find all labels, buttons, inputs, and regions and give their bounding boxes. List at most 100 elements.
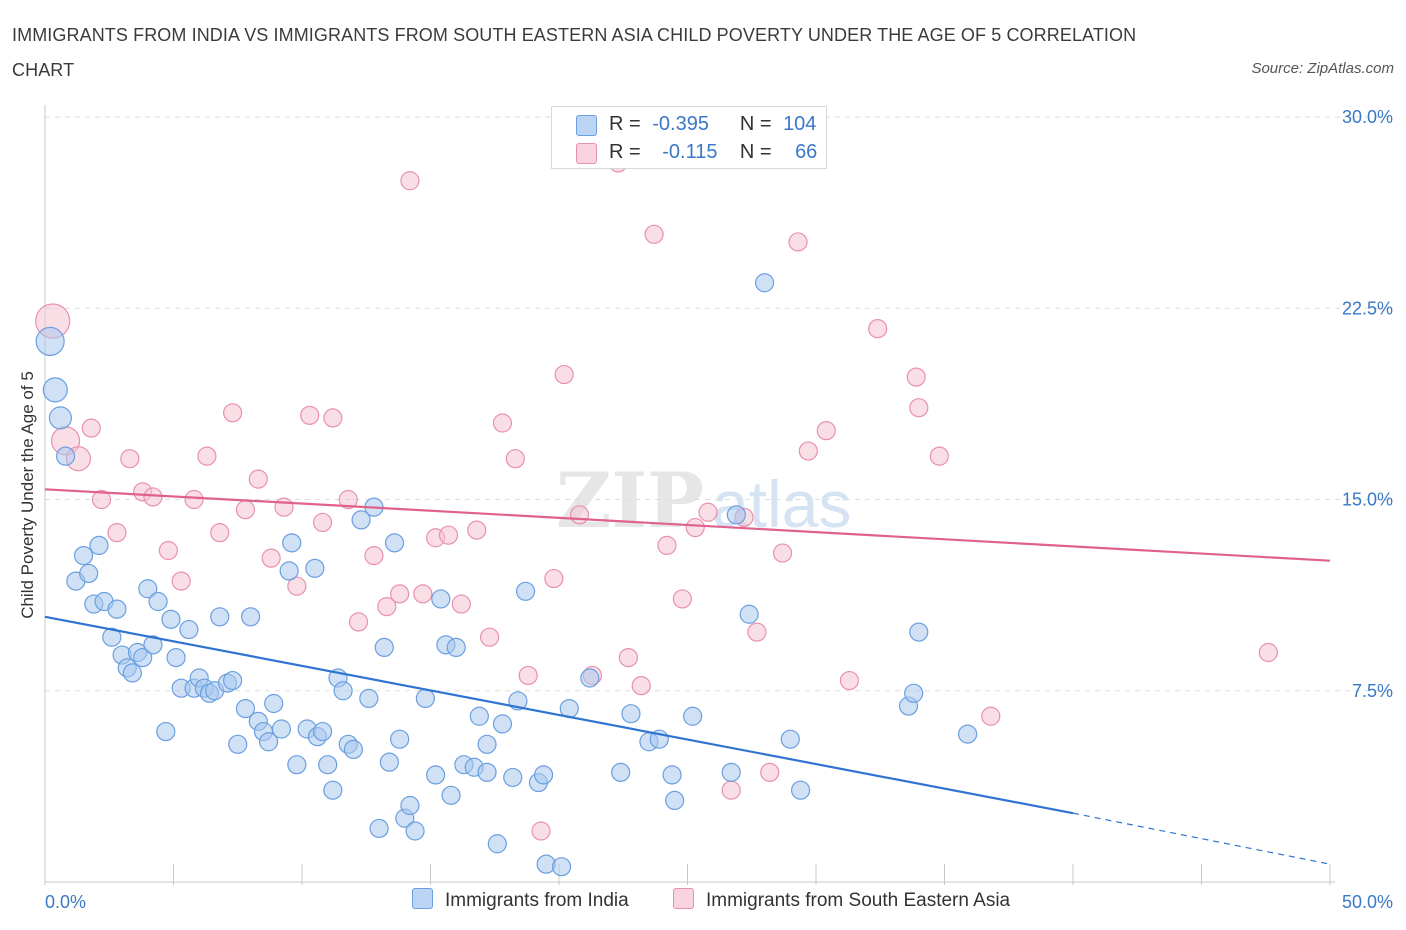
india-point [515,581,536,601]
legend-india-label: Immigrants from India [445,890,629,911]
x-tick-label-max: 50.0% [1342,892,1393,912]
india-point [55,446,76,466]
india-point [384,533,405,553]
sea-point [400,171,420,191]
india-point [904,683,924,703]
sea-point [492,413,513,433]
sea-point [184,489,204,510]
india-point [958,724,978,744]
sea-point [480,627,500,647]
india-point [179,619,199,640]
sea-point [929,446,949,466]
sea-point [312,512,333,533]
india-point [89,535,109,556]
sea-point [171,571,191,591]
india-point [369,818,389,839]
india-point [621,704,641,724]
sea-point [438,525,459,545]
y-tick-label: 7.5% [1352,681,1393,701]
india-point [143,635,163,655]
y-tick-label: 22.5% [1342,298,1393,318]
india-point [351,510,371,530]
india-point [754,273,775,293]
sea-point [531,821,551,841]
india-trend-extension [1072,812,1331,865]
sea-point [364,545,384,566]
india-point [42,377,68,403]
india-point [318,755,338,775]
sea-point [91,489,112,510]
sea-point [1258,642,1278,663]
india-point [909,622,929,642]
legend-sea-label: Immigrants from South Eastern Asia [706,890,1011,911]
sea-point [348,612,369,632]
india-point [287,755,307,775]
sea-swatch [576,143,597,164]
watermark-zip: ZIP [556,456,704,545]
sea-point [657,535,677,556]
india-point [446,637,466,658]
india-point [79,563,99,584]
india-point [241,607,261,627]
india-point [739,604,759,624]
india-point [477,762,497,782]
sea-point [868,319,888,339]
india-r-value: -0.395 [652,113,709,135]
sea-point [618,647,638,668]
sea-n-value: 66 [795,141,818,163]
sea-point [338,489,358,510]
sea-r-value: -0.115 [662,141,718,163]
y-tick-label: 30.0% [1342,107,1393,127]
india-point [148,591,168,612]
india-point [492,714,513,734]
sea-point [210,523,230,543]
india-point [107,599,127,619]
india-trend-line [44,615,1074,815]
india-point [235,698,256,719]
sea-point [248,469,268,489]
sea-point [390,584,410,604]
india-point [374,637,394,658]
india-swatch [576,115,597,136]
y-axis-label: Child Poverty Under the Age of 5 [18,371,37,619]
india-point [305,558,325,578]
sea-point [909,398,929,418]
india-point [279,561,299,581]
sea-point [772,543,793,563]
india-point [790,780,811,800]
india-point [271,719,292,739]
india-point [662,765,682,785]
india-point [390,729,410,749]
sea-point [906,367,926,387]
sea-point [816,421,836,441]
india-point [683,706,703,726]
india-point [166,647,186,668]
sea-point [760,762,780,782]
sea-point [685,517,705,538]
sea-point [413,584,433,604]
india-point [359,688,379,709]
india-point [503,767,523,788]
sea-point [158,540,178,561]
sea-point [120,449,140,469]
india-n-value: 104 [783,113,817,135]
india-point [780,729,800,749]
sea-point [377,596,397,617]
india-point [415,688,435,709]
india-point [431,589,451,609]
india-point [611,762,631,782]
india-point [223,670,243,691]
india-point [312,721,333,742]
sea-point [569,505,590,525]
sea-point [197,446,217,466]
india-point [282,533,302,553]
source-label: Source: ZipAtlas.com [1251,60,1394,77]
india-point [264,693,284,714]
india-point [102,627,122,647]
legend-sea-swatch [673,888,694,909]
chart-title: IMMIGRANTS FROM INDIA VS IMMIGRANTS FROM… [12,25,1137,80]
india-point [400,795,420,816]
sea-point [235,500,256,520]
x-tick-label-min: 0.0% [45,892,86,912]
india-point [258,732,279,752]
